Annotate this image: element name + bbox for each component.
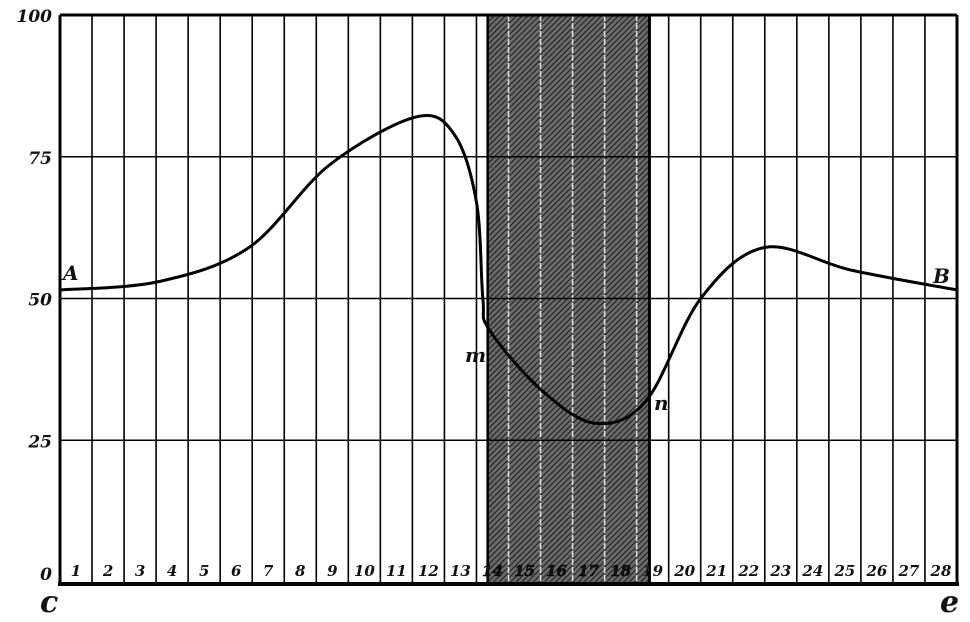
x-tick-label: 11 (386, 562, 407, 580)
y-tick-label: 100 (17, 7, 53, 27)
series-line (59, 114, 958, 426)
series-lines (59, 114, 958, 426)
x-tick-label: 15 (514, 562, 535, 580)
annotation-m: m (465, 343, 486, 367)
corner-label-left: c (40, 585, 58, 618)
x-tick-label: 28 (930, 562, 952, 580)
x-tick-label: 14 (482, 562, 503, 580)
x-tick-label: 25 (833, 562, 855, 580)
x-tick-label: 23 (769, 562, 791, 580)
x-tick-label: 20 (673, 562, 695, 580)
x-tick-label: 2 (102, 562, 113, 580)
x-tick-label: 21 (705, 562, 727, 580)
y-tick-labels: 0 25 50 75 100 (17, 7, 53, 585)
x-tick-label: 16 (546, 562, 567, 580)
x-tick-label: 7 (263, 562, 274, 580)
x-tick-label: 8 (295, 562, 306, 580)
annotation-a: A (61, 261, 79, 285)
y-tick-label: 0 (40, 565, 52, 585)
x-tick-labels: 1 2 3 4 5 6 7 8 9 10 11 12 13 14 15 16 17 18 19 20 21 22 23 24 2… (71, 562, 952, 581)
x-tick-label: 5 (199, 562, 209, 580)
x-tick-label: 4 (167, 562, 177, 580)
x-tick-label: 6 (231, 562, 242, 580)
x-tick-label: 1 (71, 562, 81, 580)
x-tick-label: 18 (610, 562, 631, 580)
x-tick-label: 9 (327, 562, 338, 580)
y-tick-label: 75 (28, 149, 52, 169)
x-tick-label: 10 (354, 562, 375, 580)
y-tick-label: 25 (27, 432, 52, 452)
x-tick-label: 17 (578, 562, 599, 580)
grid (58, 13, 959, 586)
x-tick-label: 19 (642, 562, 663, 580)
corner-label-right: e (940, 585, 959, 618)
x-tick-label: 13 (450, 562, 471, 580)
x-tick-label: 26 (865, 562, 887, 580)
y-tick-label: 50 (28, 291, 52, 311)
x-tick-label: 27 (898, 562, 920, 580)
x-tick-label: 12 (418, 562, 439, 580)
x-tick-label: 22 (737, 562, 759, 580)
x-tick-label: 24 (801, 562, 823, 580)
annotation-b: B (932, 264, 950, 288)
x-tick-label: 3 (135, 562, 145, 580)
annotation-n: n (654, 391, 669, 415)
